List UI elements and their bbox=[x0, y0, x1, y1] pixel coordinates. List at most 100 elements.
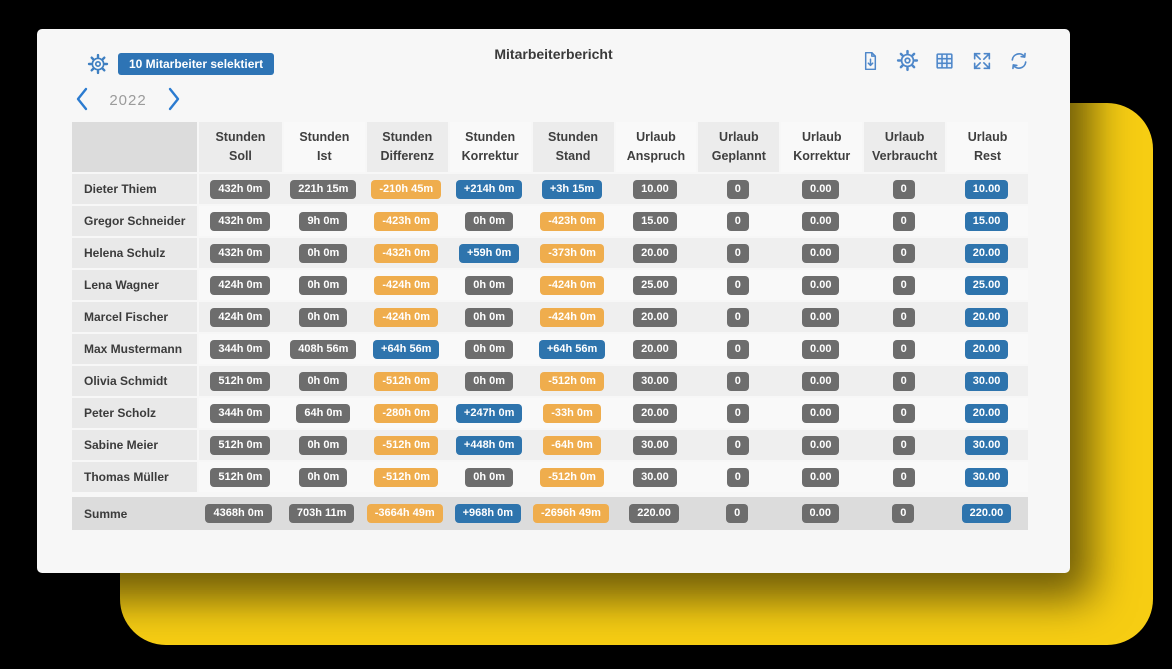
table-view-button[interactable] bbox=[933, 49, 956, 72]
table-header-cells: StundenSollStundenIstStundenDifferenzStu… bbox=[199, 122, 1028, 172]
summary-row: Summe4368h 0m703h 11m-3664h 49m+968h 0m-… bbox=[72, 497, 1028, 530]
value-badge: 0 bbox=[727, 404, 749, 423]
value-badge: 25.00 bbox=[633, 276, 677, 295]
value-cell: 0.00 bbox=[779, 206, 862, 236]
employee-name: Peter Scholz bbox=[72, 398, 197, 428]
value-badge: 220.00 bbox=[962, 504, 1012, 523]
value-cell: +247h 0m bbox=[448, 398, 531, 428]
value-cell: 30.00 bbox=[945, 430, 1028, 460]
value-badge: -423h 0m bbox=[374, 212, 438, 231]
value-badge: 344h 0m bbox=[210, 404, 270, 423]
value-cell: 432h 0m bbox=[199, 174, 282, 204]
value-cell: 512h 0m bbox=[199, 462, 282, 492]
value-cell: -424h 0m bbox=[531, 302, 614, 332]
value-cell: 0 bbox=[696, 206, 779, 236]
refresh-icon bbox=[1008, 50, 1030, 72]
column-header-urlaub-korrektur: UrlaubKorrektur bbox=[779, 122, 862, 172]
value-badge: 20.00 bbox=[965, 340, 1009, 359]
value-badge: 424h 0m bbox=[210, 276, 270, 295]
value-badge: 0h 0m bbox=[299, 276, 347, 295]
value-badge: -424h 0m bbox=[374, 276, 438, 295]
value-cell: 30.00 bbox=[945, 462, 1028, 492]
refresh-button[interactable] bbox=[1007, 49, 1030, 72]
value-badge: 344h 0m bbox=[210, 340, 270, 359]
value-cell: -280h 0m bbox=[365, 398, 448, 428]
value-badge: 0 bbox=[893, 308, 915, 327]
value-cell: +214h 0m bbox=[448, 174, 531, 204]
table-row: Helena Schulz432h 0m0h 0m-432h 0m+59h 0m… bbox=[72, 238, 1028, 268]
value-cell: 0.00 bbox=[779, 430, 862, 460]
value-cell: -512h 0m bbox=[365, 366, 448, 396]
value-cell: 0h 0m bbox=[282, 302, 365, 332]
value-badge: 0.00 bbox=[802, 340, 839, 359]
employee-name: Max Mustermann bbox=[72, 334, 197, 364]
value-cell: 0 bbox=[862, 302, 945, 332]
value-cell: 20.00 bbox=[945, 302, 1028, 332]
value-badge: 512h 0m bbox=[210, 436, 270, 455]
value-badge: 0.00 bbox=[802, 372, 839, 391]
value-badge: 220.00 bbox=[629, 504, 679, 523]
fullscreen-expand-icon bbox=[971, 50, 993, 72]
value-badge: 10.00 bbox=[965, 180, 1009, 199]
value-cell: 0h 0m bbox=[282, 238, 365, 268]
table-icon bbox=[933, 50, 956, 72]
value-cell: 30.00 bbox=[945, 366, 1028, 396]
value-badge: 30.00 bbox=[965, 468, 1009, 487]
value-cell: 0h 0m bbox=[282, 462, 365, 492]
value-cell: 424h 0m bbox=[199, 270, 282, 300]
value-cell: 0.00 bbox=[779, 334, 862, 364]
table-row: Gregor Schneider432h 0m9h 0m-423h 0m0h 0… bbox=[72, 206, 1028, 236]
value-cell: -33h 0m bbox=[531, 398, 614, 428]
value-cell: 0.00 bbox=[779, 238, 862, 268]
value-cell: 0 bbox=[862, 238, 945, 268]
value-badge: 0.00 bbox=[802, 436, 839, 455]
value-cell: -512h 0m bbox=[365, 462, 448, 492]
value-badge: 20.00 bbox=[965, 308, 1009, 327]
value-cell: 221h 15m bbox=[282, 174, 365, 204]
value-badge: -512h 0m bbox=[374, 372, 438, 391]
value-badge: -423h 0m bbox=[540, 212, 604, 231]
toolbar bbox=[859, 49, 1030, 72]
year-label: 2022 bbox=[107, 92, 149, 109]
value-cell: 0 bbox=[696, 398, 779, 428]
column-header-stunden-korrektur: StundenKorrektur bbox=[448, 122, 531, 172]
value-badge: -280h 0m bbox=[374, 404, 438, 423]
value-badge: 30.00 bbox=[633, 436, 677, 455]
value-badge: 20.00 bbox=[633, 340, 677, 359]
employee-report-table: StundenSollStundenIstStundenDifferenzStu… bbox=[72, 122, 1028, 530]
table-row: Dieter Thiem432h 0m221h 15m-210h 45m+214… bbox=[72, 174, 1028, 204]
previous-year-button[interactable] bbox=[73, 86, 93, 115]
column-header-stunden-differenz: StundenDifferenz bbox=[365, 122, 448, 172]
value-cell: 408h 56m bbox=[282, 334, 365, 364]
value-badge: +247h 0m bbox=[456, 404, 522, 423]
value-badge: 512h 0m bbox=[210, 372, 270, 391]
value-badge: 0h 0m bbox=[299, 436, 347, 455]
value-cell: 0 bbox=[862, 334, 945, 364]
value-cell: 30.00 bbox=[614, 430, 697, 460]
value-badge: 30.00 bbox=[965, 372, 1009, 391]
fullscreen-button[interactable] bbox=[970, 49, 993, 72]
value-cell: 0.00 bbox=[779, 366, 862, 396]
value-cell: 0 bbox=[696, 174, 779, 204]
value-cell: -64h 0m bbox=[531, 430, 614, 460]
value-cell: 15.00 bbox=[945, 206, 1028, 236]
value-badge: 20.00 bbox=[633, 404, 677, 423]
value-badge: -424h 0m bbox=[540, 276, 604, 295]
value-cell: 344h 0m bbox=[199, 334, 282, 364]
value-badge: -373h 0m bbox=[540, 244, 604, 263]
settings-button[interactable] bbox=[896, 49, 919, 72]
value-cell: 0h 0m bbox=[448, 206, 531, 236]
value-cell: 20.00 bbox=[945, 238, 1028, 268]
value-badge: 0h 0m bbox=[465, 340, 513, 359]
value-cell: 20.00 bbox=[945, 398, 1028, 428]
value-badge: -512h 0m bbox=[374, 468, 438, 487]
value-cell: 220.00 bbox=[612, 497, 695, 530]
export-button[interactable] bbox=[859, 49, 882, 72]
value-badge: 0 bbox=[893, 468, 915, 487]
value-cell: -424h 0m bbox=[365, 302, 448, 332]
value-badge: 0h 0m bbox=[299, 372, 347, 391]
employee-name: Lena Wagner bbox=[72, 270, 197, 300]
value-badge: 512h 0m bbox=[210, 468, 270, 487]
value-cell: 0 bbox=[862, 206, 945, 236]
next-year-button[interactable] bbox=[163, 86, 183, 115]
